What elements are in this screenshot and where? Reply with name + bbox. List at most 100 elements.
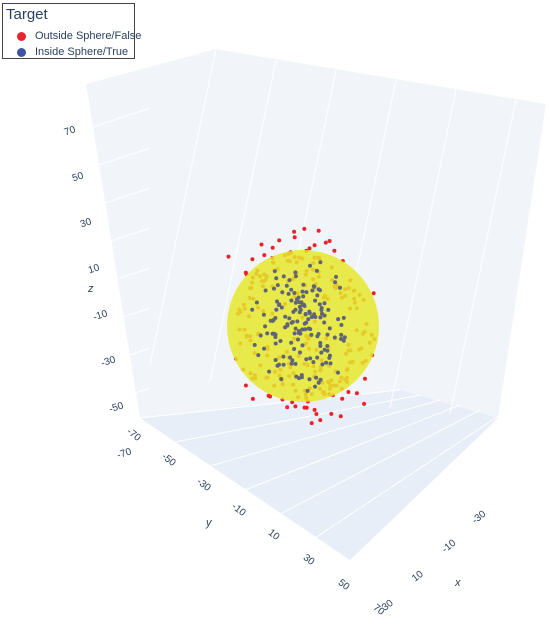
x-tick-label: -10	[440, 538, 459, 556]
inside-point	[309, 332, 314, 337]
inside-point	[286, 291, 291, 296]
inside-point	[336, 370, 340, 375]
inside-point	[313, 384, 317, 389]
inside-point	[292, 291, 297, 295]
inside-point	[293, 361, 298, 366]
y-tick-label: -10	[229, 501, 248, 519]
grid-line-v-1	[209, 59, 277, 383]
grid-line-floor-4	[279, 409, 481, 515]
outside-point	[277, 238, 282, 243]
x-tick-label: -30	[470, 509, 489, 527]
inside-point	[312, 312, 317, 317]
outside-point	[243, 383, 248, 388]
legend-item-outside[interactable]: Outside Sphere/False	[17, 29, 141, 43]
grid-line-floor-3	[244, 404, 461, 491]
inside-point	[289, 361, 294, 366]
inside-point	[298, 307, 303, 312]
outside-point	[259, 242, 264, 247]
grid-line-z-6	[89, 347, 151, 369]
inside-point	[339, 337, 343, 341]
inside-point	[313, 298, 318, 303]
inside-point	[325, 344, 330, 348]
grid-line-z-1	[89, 147, 151, 169]
inside-point	[279, 305, 284, 310]
inside-point	[293, 270, 298, 275]
inside-point	[304, 290, 309, 295]
inside-point	[307, 377, 312, 382]
y-axis-label: y	[205, 517, 213, 529]
inside-point	[339, 323, 344, 327]
grid-line-v-0	[149, 48, 217, 366]
y-tick-label: -30	[194, 476, 213, 494]
inside-point	[290, 358, 295, 363]
inside-point	[299, 375, 304, 380]
inside-point	[336, 317, 341, 322]
inside-point	[289, 340, 294, 345]
inside-point	[332, 335, 337, 340]
legend-item-inside[interactable]: Inside Sphere/True	[17, 45, 128, 59]
outside-point	[270, 245, 275, 250]
inside-point	[309, 315, 314, 319]
inside-point	[312, 284, 317, 289]
inside-point	[333, 280, 338, 285]
inside-point	[301, 294, 306, 299]
inside-point	[296, 329, 301, 334]
inside-point	[300, 343, 305, 348]
outside-point	[309, 421, 314, 426]
y-tick-label: 50	[336, 577, 352, 593]
inside-point	[283, 314, 288, 319]
inside-point	[289, 287, 294, 292]
inside-point	[320, 362, 325, 367]
z-tick-label: 70	[63, 124, 77, 138]
inside-point	[295, 319, 300, 324]
inside-point	[284, 283, 289, 288]
inside-point	[303, 312, 308, 317]
outside-point	[340, 396, 345, 401]
inside-point	[308, 356, 313, 361]
inside-point	[318, 315, 323, 320]
inside-point	[256, 353, 261, 358]
inside-point	[281, 362, 286, 367]
inside-point	[325, 348, 330, 353]
grid-line-z-4	[89, 267, 151, 289]
outside-point	[292, 229, 297, 234]
grid-line-z-2	[89, 187, 151, 209]
outside-point	[285, 405, 290, 410]
grid-line-z-5	[89, 307, 151, 329]
inside-point	[250, 307, 255, 312]
inside-point	[316, 380, 321, 385]
grid-line-z-3	[89, 227, 151, 249]
outside-point	[323, 240, 328, 245]
inside-point	[319, 350, 324, 355]
inside-point	[327, 326, 332, 331]
red-dot-icon	[17, 31, 26, 41]
inside-point	[274, 307, 279, 312]
inside-point	[310, 288, 315, 293]
inside-point	[275, 283, 280, 288]
grid-line-v-5	[449, 99, 517, 415]
grid-line-floor-1	[174, 394, 421, 443]
inside-point	[316, 287, 321, 292]
inside-point	[289, 298, 294, 303]
grid-line-v-4	[389, 89, 457, 409]
inside-point	[293, 307, 298, 312]
inside-point	[292, 331, 297, 336]
sphere	[227, 250, 379, 402]
inside-point	[275, 363, 280, 368]
outside-point	[338, 414, 343, 419]
outside-point	[250, 396, 255, 401]
inside-point	[318, 341, 323, 345]
inside-point	[334, 274, 338, 279]
legend-label-outside: Outside Sphere/False	[35, 30, 142, 42]
inside-point	[261, 312, 266, 317]
outside-point	[314, 412, 319, 416]
inside-point	[293, 326, 298, 331]
z-axis-label: z	[87, 283, 94, 295]
inside-point	[339, 332, 344, 337]
outside-point	[268, 394, 273, 399]
z-tick-label: -10	[92, 308, 110, 323]
inside-points	[250, 260, 347, 393]
z-tick-label: 50	[71, 170, 85, 184]
inside-point	[322, 313, 327, 318]
